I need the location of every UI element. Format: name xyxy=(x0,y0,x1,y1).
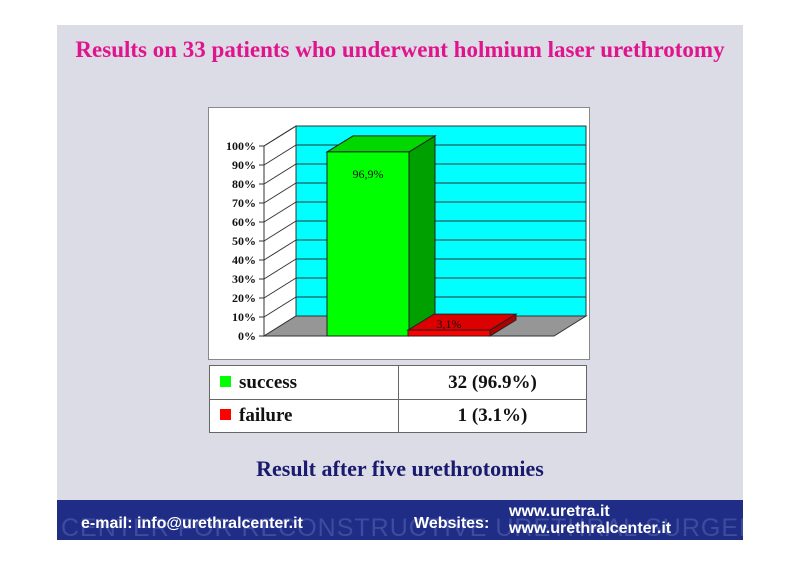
gridline-side xyxy=(263,239,297,261)
footer-email[interactable]: e-mail: info@urethralcenter.it xyxy=(81,515,303,532)
y-tick-label: 80% xyxy=(232,177,256,191)
y-tick-label: 30% xyxy=(232,272,256,286)
chart-canvas: 0% 10% 20% 30% 40% 50% 60% 70% 80% 90% 100% 96,9% 3,… xyxy=(226,125,588,343)
gridline-side xyxy=(263,163,297,185)
gridline-side xyxy=(263,220,297,242)
y-tick-label: 0% xyxy=(238,329,256,343)
gridline-side xyxy=(263,125,297,147)
table-label: failure xyxy=(220,399,292,432)
data-label-failure: 3,1% xyxy=(437,317,462,331)
gridline-side xyxy=(263,277,297,299)
bar-chart: 0% 10% 20% 30% 40% 50% 60% 70% 80% 90% 100% 96,9% 3,… xyxy=(208,107,590,360)
footer-site-link-1[interactable]: www.uretra.it xyxy=(509,503,610,520)
table-label: success xyxy=(220,366,297,399)
table-row: failure 1 (3.1%) xyxy=(210,399,586,432)
bar-side-success xyxy=(408,134,436,337)
failure-label: failure xyxy=(239,405,293,426)
success-label: success xyxy=(239,372,298,393)
y-tick-label: 90% xyxy=(232,158,256,172)
bar-success xyxy=(326,151,410,337)
y-tick-label: 10% xyxy=(232,310,256,324)
slide-title: Results on 33 patients who underwent hol… xyxy=(75,37,725,62)
gridline-side xyxy=(263,144,297,166)
footer-bar: CENTER FOR RECONSTRUCTIVE URETHRAL SURGE… xyxy=(57,500,743,540)
bar-failure xyxy=(407,329,491,337)
legend-swatch-success xyxy=(220,376,231,387)
gridline-side xyxy=(263,201,297,223)
footer-websites-label: Websites: xyxy=(414,515,490,532)
y-tick-label: 50% xyxy=(232,234,256,248)
slide-subtitle: Result after five urethrotomies xyxy=(256,456,544,481)
y-tick-label: 20% xyxy=(232,291,256,305)
slide-background: Results on 33 patients who underwent hol… xyxy=(57,25,743,539)
gridline-side xyxy=(263,258,297,280)
failure-value: 1 (3.1%) xyxy=(457,405,528,426)
gridline-side xyxy=(263,296,297,318)
y-tick-label: 70% xyxy=(232,196,256,210)
data-label-success: 96,9% xyxy=(353,167,384,181)
y-tick-label: 60% xyxy=(232,215,256,229)
footer-watermark: CENTER FOR RECONSTRUCTIVE URETHRAL SURGE… xyxy=(61,514,743,540)
gridline-side xyxy=(263,182,297,204)
y-tick-label: 40% xyxy=(232,253,256,267)
footer-site-link-2[interactable]: www.urethralcenter.it xyxy=(509,520,672,537)
y-tick-label: 100% xyxy=(226,139,256,153)
results-table: success 32 (96.9%) failure 1 (3.1%) xyxy=(209,365,587,433)
table-divider xyxy=(398,366,399,432)
success-value: 32 (96.9%) xyxy=(448,372,537,393)
legend-swatch-failure xyxy=(220,409,231,420)
